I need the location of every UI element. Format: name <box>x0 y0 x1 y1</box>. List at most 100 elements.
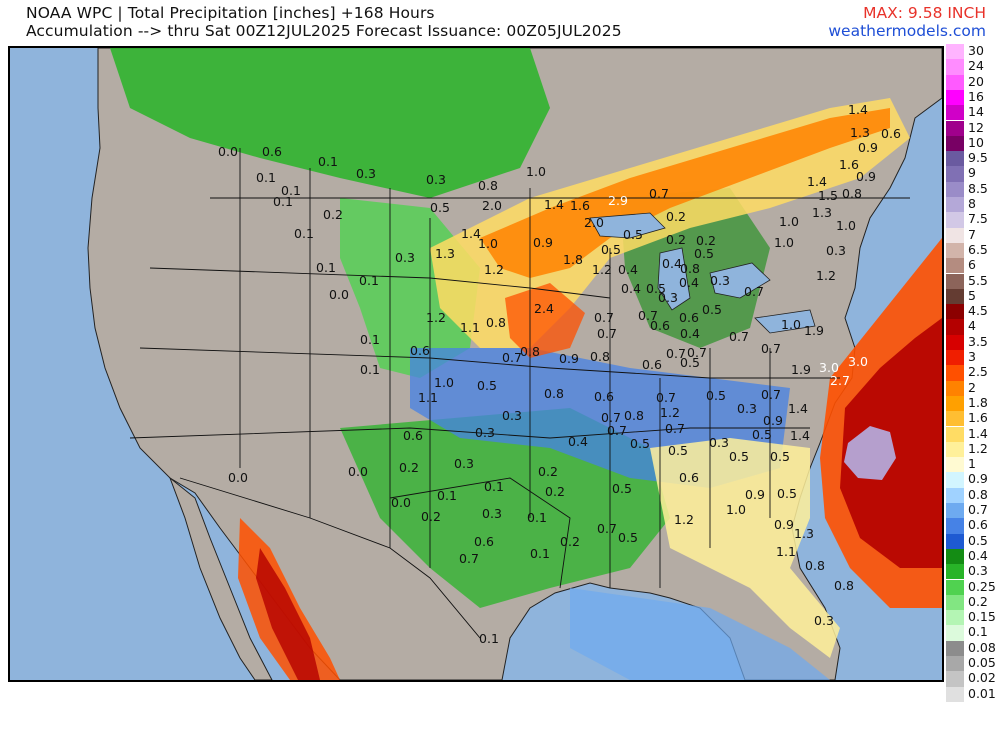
legend-entry: 9 <box>946 165 1000 182</box>
legend-entry: 4 <box>946 319 1000 335</box>
precip-value-label: 1.9 <box>791 361 811 377</box>
legend-label: 10 <box>968 134 984 150</box>
precip-value-label: 1.2 <box>660 404 680 420</box>
legend-swatch <box>946 395 964 412</box>
legend-swatch <box>946 487 964 503</box>
legend-swatch <box>946 288 964 305</box>
precip-value-label: 1.4 <box>790 427 810 443</box>
legend-label: 6.5 <box>968 241 988 257</box>
precip-value-label: 0.8 <box>520 343 540 359</box>
precip-value-label: 0.1 <box>359 272 379 288</box>
precip-value-label: 0.1 <box>316 259 336 275</box>
precip-value-label: 0.7 <box>729 328 749 344</box>
legend-swatch <box>946 197 964 213</box>
legend-swatch <box>946 151 964 167</box>
precip-value-label: 1.3 <box>812 204 832 220</box>
legend-swatch <box>946 242 964 259</box>
legend-label: 0.25 <box>968 578 996 594</box>
legend-swatch <box>946 380 964 396</box>
precip-value-label: 0.8 <box>544 385 564 401</box>
precip-value-label: 1.3 <box>435 245 455 261</box>
precip-value-label: 0.7 <box>687 344 707 360</box>
precip-value-label: 0.1 <box>281 182 301 198</box>
legend-label: 20 <box>968 73 984 89</box>
precip-value-label: 0.2 <box>696 232 716 248</box>
legend-entry: 5 <box>946 287 1000 305</box>
legend-entry: 6.5 <box>946 241 1000 259</box>
precip-value-label: 1.1 <box>776 543 796 559</box>
precip-value-label: 0.7 <box>459 550 479 566</box>
legend-swatch <box>946 503 964 519</box>
legend-label: 2 <box>968 379 976 395</box>
precip-value-label: 2.4 <box>534 300 554 316</box>
precip-value-label: 0.3 <box>709 434 729 450</box>
precip-blue-gulf <box>570 588 830 680</box>
precip-value-label: 1.4 <box>807 173 827 189</box>
legend-label: 0.08 <box>968 639 996 655</box>
precip-value-label: 0.6 <box>403 427 423 443</box>
legend-swatch <box>946 625 964 641</box>
precip-orange-midwest <box>505 283 585 358</box>
legend-entry: 2.5 <box>946 365 1000 381</box>
legend-entry: 8 <box>946 197 1000 213</box>
legend-label: 1.8 <box>968 394 988 410</box>
legend-swatch <box>946 166 964 182</box>
precip-value-label: 0.1 <box>527 509 547 525</box>
precip-value-label: 0.2 <box>421 508 441 524</box>
precip-atlantic-storm-peak <box>844 426 896 480</box>
legend-entry: 0.9 <box>946 472 1000 488</box>
precip-value-label: 1.4 <box>544 196 564 212</box>
precip-value-label: 0.2 <box>560 533 580 549</box>
precip-value-label: 0.8 <box>590 348 610 364</box>
precip-value-label: 1.5 <box>818 187 838 203</box>
precip-value-label: 1.2 <box>816 267 836 283</box>
political-borders <box>129 148 910 639</box>
color-legend: 30 24 20 16 14 12 10 9.5 9 8.5 8 7.5 7 6.5 6 5.5 5 4.5 4 3.… <box>946 44 1000 750</box>
baja-peninsula <box>168 476 273 680</box>
precip-value-label: 1.3 <box>850 124 870 140</box>
legend-entry: 9.5 <box>946 151 1000 167</box>
map-subtitle: Accumulation --> thru Sat 00Z12JUL2025 F… <box>26 22 622 40</box>
precip-value-label: 1.9 <box>804 322 824 338</box>
precip-value-label: 0.5 <box>702 301 722 317</box>
precip-value-label: 1.4 <box>848 101 868 117</box>
legend-label: 6 <box>968 257 976 273</box>
precip-value-label: 0.3 <box>356 165 376 181</box>
legend-swatch <box>946 426 964 442</box>
legend-swatch <box>946 472 964 488</box>
legend-swatch <box>946 273 964 289</box>
legend-entry: 1.6 <box>946 410 1000 427</box>
precip-value-label: 0.1 <box>530 545 550 561</box>
legend-entry: 7 <box>946 227 1000 243</box>
legend-entry: 0.1 <box>946 625 1000 641</box>
precip-value-label: 0.7 <box>666 345 686 361</box>
legend-entry: 0.3 <box>946 564 1000 580</box>
map-value-labels: 0.0 0.6 0.1 0.3 0.3 0.8 1.0 0.1 0.1 0.1 0.2 0.5 2.0 1… <box>10 48 942 680</box>
legend-entry: 0.8 <box>946 487 1000 503</box>
precip-value-label: 0.3 <box>814 612 834 628</box>
legend-entry: 2 <box>946 379 1000 396</box>
legend-swatch <box>946 334 964 350</box>
legend-entry: 1.8 <box>946 394 1000 412</box>
legend-label: 5 <box>968 287 976 303</box>
precip-value-label: 0.2 <box>538 463 558 479</box>
legend-swatch <box>946 457 964 473</box>
legend-swatch <box>946 441 964 458</box>
site-link[interactable]: weathermodels.com <box>828 22 986 40</box>
legend-entry: 10 <box>946 134 1000 152</box>
legend-label: 9 <box>968 165 976 181</box>
precip-value-label: 0.1 <box>294 225 314 241</box>
legend-label: 24 <box>968 58 984 74</box>
precip-value-label: 3.0 <box>848 353 868 369</box>
legend-label: 1.6 <box>968 410 988 426</box>
precip-value-label: 1.2 <box>484 261 504 277</box>
legend-label: 0.01 <box>968 685 996 701</box>
precip-value-label: 0.1 <box>256 169 276 185</box>
precip-value-label: 3.0 <box>819 359 839 375</box>
precip-value-label: 0.3 <box>454 455 474 471</box>
legend-entry: 3.5 <box>946 334 1000 350</box>
legend-label: 0.05 <box>968 655 996 670</box>
legend-entry: 0.05 <box>946 655 1000 672</box>
legend-entry: 1 <box>946 457 1000 473</box>
legend-label: 5.5 <box>968 272 988 288</box>
